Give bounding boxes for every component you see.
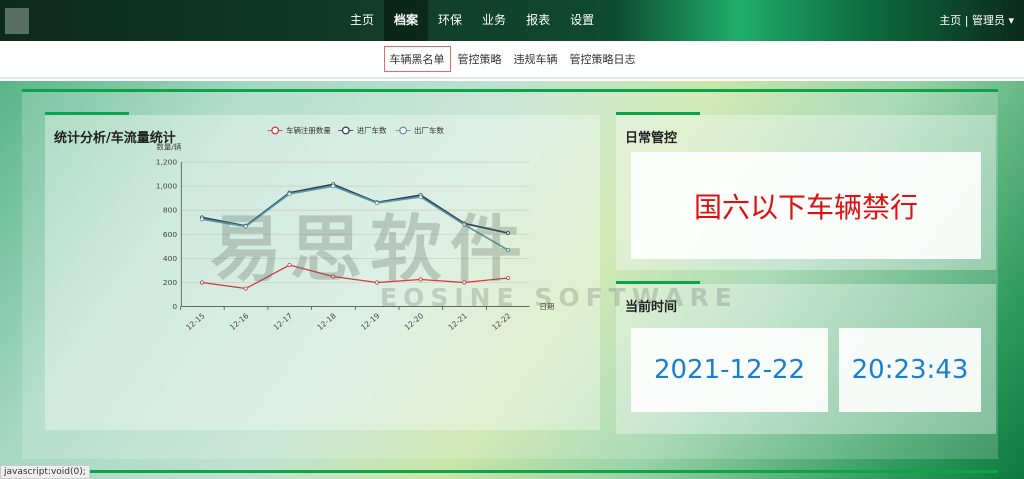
data-point — [331, 184, 336, 189]
y-tick-label: 400 — [163, 254, 178, 263]
series-line — [201, 264, 509, 290]
subnav-item[interactable]: 管控策略 — [457, 53, 502, 66]
watermark-en: EOSINE SOFTWARE — [380, 283, 738, 312]
x-tick-label: 12-22 — [490, 311, 512, 332]
data-point — [331, 274, 336, 279]
date-card: 2021-12-22 — [631, 328, 828, 412]
data-point — [199, 280, 205, 285]
status-bar: javascript:void(0); — [0, 465, 90, 479]
x-tick-label: 12-19 — [359, 311, 382, 332]
time-panel-title: 当前时间 — [625, 300, 678, 315]
x-axis-label: 日期 — [539, 302, 554, 311]
y-tick-label: 800 — [163, 206, 178, 215]
x-tick-label: 12-21 — [447, 311, 470, 332]
control-panel-title: 日常管控 — [625, 131, 678, 146]
legend-marker — [271, 126, 280, 135]
nav-item[interactable]: 主页 — [350, 13, 375, 27]
data-point — [505, 275, 511, 281]
series-line — [201, 185, 509, 251]
data-point — [243, 286, 248, 291]
data-point — [287, 262, 292, 268]
x-tick-label: 12-18 — [315, 311, 338, 332]
watermark: 易思软件 — [210, 207, 531, 291]
content-frame: 统计分析/车流量统计 日常管控 国六以下车辆禁行 当前时间 2021-12-22… — [22, 89, 998, 459]
main-nav: 主页 档案 环保 业务 报表 设置 — [340, 0, 604, 41]
date-text: 2021-12-22 — [653, 355, 806, 385]
nav-item[interactable]: 业务 — [482, 13, 507, 27]
legend-label: 车辆注册数量 — [286, 125, 331, 135]
nav-item[interactable]: 设置 — [570, 13, 595, 27]
time-card: 20:23:43 — [839, 328, 981, 412]
nav-item[interactable]: 报表 — [526, 13, 551, 27]
time-text: 20:23:43 — [851, 355, 969, 385]
legend-label: 出厂车数 — [414, 125, 444, 135]
x-tick-label: 12-20 — [403, 311, 426, 332]
data-point — [374, 200, 379, 206]
user-menu[interactable]: 主页 | 管理员 ▾ — [939, 14, 1014, 27]
top-header: 主页 档案 环保 业务 报表 设置 主页 | 管理员 ▾ — [0, 0, 1024, 41]
data-point — [462, 280, 467, 285]
legend-marker — [399, 126, 408, 135]
subnav-item[interactable]: 管控策略日志 — [569, 53, 636, 66]
y-tick-label: 1,200 — [156, 158, 178, 167]
data-point — [462, 222, 467, 227]
data-point — [199, 217, 205, 222]
y-tick-label: 200 — [163, 278, 178, 287]
logo — [5, 8, 29, 34]
y-tick-label: 1,000 — [156, 182, 178, 191]
notice-card: 国六以下车辆禁行 — [631, 152, 981, 259]
legend-label: 进厂车数 — [357, 125, 387, 135]
control-panel: 日常管控 国六以下车辆禁行 — [616, 112, 996, 270]
nav-item[interactable]: 环保 — [438, 13, 463, 27]
subnav-item[interactable]: 违规车辆 — [513, 53, 558, 66]
x-tick-label: 12-15 — [184, 311, 207, 332]
y-axis-label: 数量/辆 — [156, 142, 181, 152]
subnav-item[interactable]: 车辆黑名单 — [383, 46, 451, 72]
data-point — [418, 194, 423, 200]
chart-panel: 统计分析/车流量统计 — [45, 112, 600, 430]
legend-marker — [341, 126, 350, 135]
dashboard: 统计分析/车流量统计 日常管控 国六以下车辆禁行 当前时间 2021-12-22… — [0, 81, 1024, 479]
nav-item[interactable]: 档案 — [384, 0, 429, 41]
data-point — [418, 277, 423, 282]
x-tick-label: 12-17 — [272, 311, 295, 332]
y-tick-label: 600 — [163, 230, 178, 239]
data-point — [374, 280, 379, 285]
chart-panel-title: 统计分析/车流量统计 — [54, 131, 176, 146]
time-panel: 当前时间 2021-12-22 20:23:43 — [616, 281, 996, 434]
traffic-chart: 0 200 400 600 800 1,000 1,200 数量/辆日期 12-15 12-16 1… — [156, 125, 555, 332]
bottom-bar — [22, 470, 998, 473]
sub-nav: 车辆黑名单 管控策略 违规车辆 管控策略日志 — [0, 41, 1024, 79]
x-tick-label: 12-16 — [228, 311, 251, 332]
y-tick-label: 0 — [172, 302, 177, 311]
data-point — [505, 247, 511, 253]
data-point — [505, 231, 511, 236]
data-point — [287, 191, 292, 197]
notice-text: 国六以下车辆禁行 — [693, 190, 918, 224]
data-point — [243, 224, 248, 229]
